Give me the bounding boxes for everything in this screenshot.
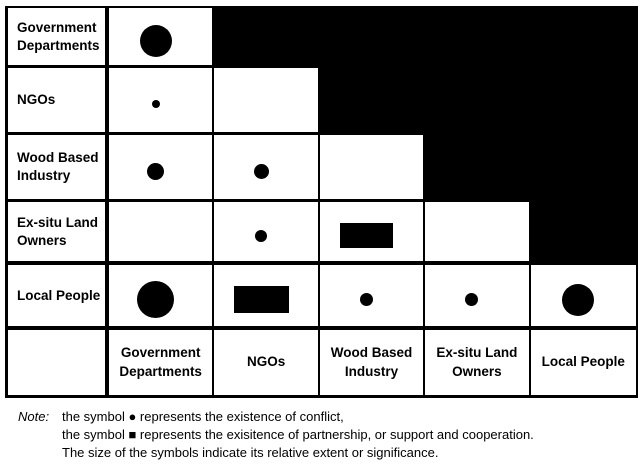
note-line-size: The size of the symbols indicate its rel… xyxy=(62,445,439,460)
row-label-wood-based-industry: Wood Based Industry xyxy=(8,135,109,202)
matrix-cell-r1c1 xyxy=(214,68,320,135)
matrix-corner-cell xyxy=(8,330,109,395)
matrix-cell-r1c0 xyxy=(109,68,215,135)
blocked-cell-r3c4 xyxy=(530,202,636,265)
note-lines: the symbol ● represents the existence of… xyxy=(62,408,630,462)
blocked-cell-r1c4 xyxy=(530,68,636,135)
symbol-wrap xyxy=(425,265,528,326)
row-label-government-departments: Government Departments xyxy=(8,8,109,68)
column-label-government-departments: Government Departments xyxy=(109,330,215,395)
symbol-wrap xyxy=(109,8,212,65)
matrix-cell-r4c0 xyxy=(109,265,215,330)
matrix-cell-r3c0 xyxy=(109,202,215,265)
blocked-cell-r0c4 xyxy=(530,8,636,68)
blocked-cell-r1c2 xyxy=(319,68,426,135)
conflict-circle xyxy=(151,100,160,108)
conflict-circle xyxy=(147,162,165,180)
symbol-wrap xyxy=(214,265,317,326)
blocked-cell-r0c3 xyxy=(425,8,531,68)
matrix-cell-r3c3 xyxy=(425,202,531,265)
conflict-circle xyxy=(137,281,175,318)
stakeholder-matrix: Government Departments NGOs Wood Based Ind… xyxy=(5,6,638,398)
blocked-cell-r0c2 xyxy=(319,8,426,68)
blocked-cell-r0c1 xyxy=(214,8,320,68)
blocked-cell-r2c3 xyxy=(425,135,531,202)
matrix-cell-r2c0 xyxy=(109,135,215,202)
note-label: Note: xyxy=(18,409,50,424)
conflict-circle xyxy=(253,163,269,179)
row-label-ex-situ-land-owners: Ex-situ Land Owners xyxy=(8,202,109,265)
symbol-wrap xyxy=(320,265,423,326)
conflict-circle xyxy=(139,24,172,57)
conflict-circle xyxy=(562,283,595,316)
matrix-cell-r4c3 xyxy=(425,265,531,330)
symbol-wrap xyxy=(109,68,212,132)
column-label-ex-situ-land-owners: Ex-situ Land Owners xyxy=(425,330,531,395)
symbol-wrap xyxy=(214,135,317,199)
conflict-circle xyxy=(255,229,268,242)
row-label-ngos: NGOs xyxy=(8,68,109,135)
matrix-cell-r2c1 xyxy=(214,135,320,202)
conflict-circle xyxy=(465,293,479,306)
matrix-cell-r2c2 xyxy=(319,135,426,202)
partnership-rect xyxy=(233,286,289,313)
symbol-wrap xyxy=(109,135,212,199)
matrix-cell-r3c1 xyxy=(214,202,320,265)
matrix-cell-r4c1 xyxy=(214,265,320,330)
conflict-circle xyxy=(359,293,373,306)
partnership-rect xyxy=(339,223,393,248)
note-line-partnership: the symbol ■ represents the exisitence o… xyxy=(62,427,534,442)
note: Note: the symbol ● represents the existe… xyxy=(18,408,630,462)
note-line-conflict: the symbol ● represents the existence of… xyxy=(62,409,344,424)
symbol-wrap xyxy=(109,265,212,326)
column-label-local-people: Local People xyxy=(541,354,625,370)
symbol-wrap xyxy=(214,202,317,261)
matrix-cell-r4c2 xyxy=(319,265,426,330)
matrix-cell-r4c4 xyxy=(530,265,636,330)
blocked-cell-r1c3 xyxy=(425,68,531,135)
blocked-cell-r2c4 xyxy=(530,135,636,202)
symbol-wrap xyxy=(531,265,636,326)
symbol-wrap xyxy=(320,202,423,261)
matrix-cell-r0c0 xyxy=(109,8,215,68)
column-label-ngos: NGOs xyxy=(214,330,320,395)
column-label-wood-based-industry: Wood Based Industry xyxy=(320,330,426,395)
row-label-local-people: Local People xyxy=(8,265,109,330)
matrix-cell-r3c2 xyxy=(319,202,426,265)
